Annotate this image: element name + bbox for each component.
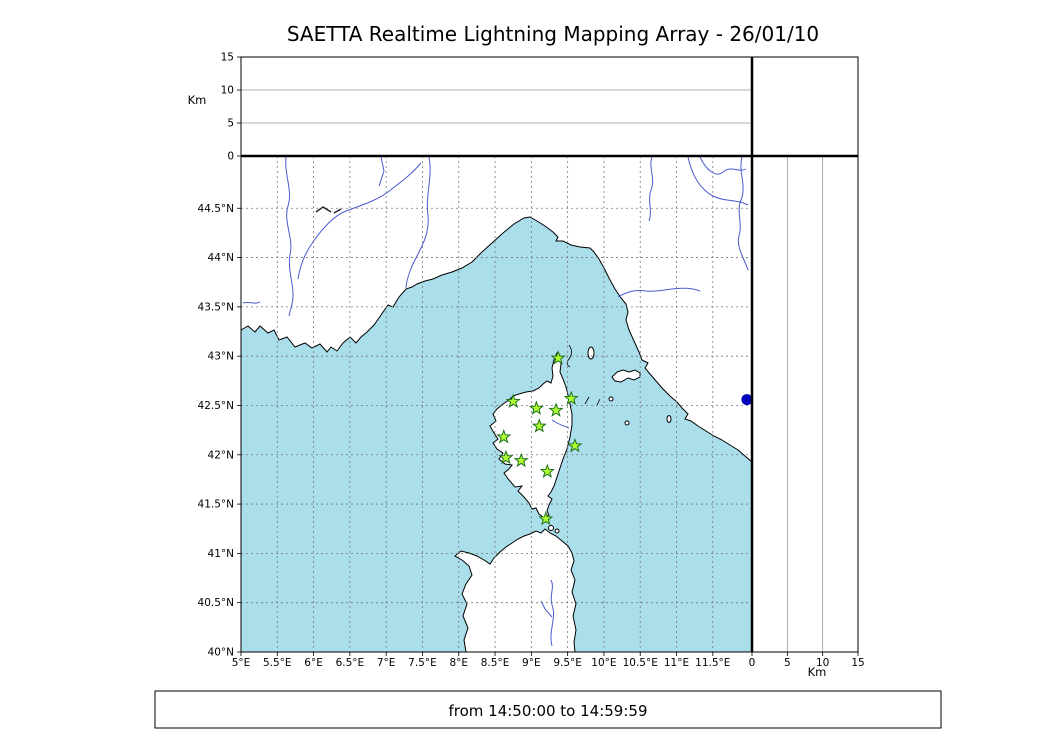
lat-tick-label: 40.5°N	[198, 597, 234, 609]
time-range-label: from 14:50:00 to 14:59:59	[448, 702, 647, 720]
lon-tick-label: 10°E	[591, 657, 616, 669]
river-alp	[378, 156, 385, 187]
altitude-unit-label-right: Km	[808, 665, 827, 679]
station-marker	[548, 402, 564, 417]
event-markers	[741, 394, 753, 406]
altitude-lat-panel-bg	[752, 156, 858, 652]
lat-tick-label: 42.5°N	[198, 400, 234, 412]
islet-mark-2	[596, 398, 601, 406]
altitude-lon-gridlines	[241, 89, 752, 124]
alt-tick-label: 0	[227, 151, 234, 163]
panel-borders	[240, 56, 859, 653]
altitude-lon-panel	[241, 57, 752, 156]
alt-tick-label: 5	[784, 657, 791, 669]
islet-mark	[584, 396, 590, 405]
sardinia-coast	[454, 528, 577, 653]
elba-island	[611, 369, 641, 383]
mainland-coast	[240, 155, 753, 464]
station-marker	[550, 350, 566, 365]
lon-tick-label: 8.5°E	[481, 657, 510, 669]
time-range-box: from 14:50:00 to 14:59:59	[154, 690, 942, 729]
station-marker	[496, 429, 512, 444]
map-gridlines	[240, 156, 752, 653]
maddalena-island-2	[554, 528, 560, 534]
altitude-unit-label-top: Km	[188, 93, 207, 107]
river-rhone	[285, 156, 294, 317]
lon-tick-label: 9.5°E	[553, 657, 582, 669]
lon-tick-label: 7.5°E	[408, 657, 437, 669]
coast-details	[566, 344, 601, 406]
river-durance	[297, 162, 422, 280]
river-var	[405, 156, 431, 289]
page-title: SAETTA Realtime Lightning Mapping Array …	[287, 22, 819, 46]
lon-tick-label: 11°E	[664, 657, 689, 669]
station-marker	[528, 400, 544, 415]
altitude-lon-panel-bg	[241, 57, 752, 156]
lake-mark	[333, 208, 342, 214]
river-po-1	[699, 156, 747, 175]
alt-tick-label: 5	[227, 118, 234, 130]
altitude-lat-gridlines	[786, 156, 824, 652]
alt-tick-label: 15	[221, 52, 234, 64]
river-arno	[617, 287, 701, 298]
cap-corse-detail	[566, 344, 572, 368]
station-marker	[531, 418, 547, 433]
alt-tick-label: 10	[816, 657, 829, 669]
station-marker	[563, 390, 579, 405]
lat-tick-label: 40°N	[208, 647, 234, 659]
lat-tick-label: 43.5°N	[198, 301, 234, 313]
lon-tick-label: 11.5°E	[695, 657, 730, 669]
lon-tick-label: 10.5°E	[623, 657, 658, 669]
station-marker	[567, 437, 583, 453]
lakes-layer	[315, 206, 342, 214]
lon-tick-label: 5.5°E	[263, 657, 292, 669]
lon-tick-label: 5°E	[232, 657, 251, 669]
tick-marks	[237, 56, 859, 656]
montecristo-island	[624, 420, 630, 426]
time-range-border	[154, 690, 942, 729]
station-marker	[505, 393, 521, 408]
lon-tick-label: 9°E	[522, 657, 541, 669]
capraia-island	[587, 346, 595, 360]
tick-labels: 5°E 5.5°E 6°E 6.5°E 7°E 7.5°E 8°E 8.5°E 9°E 9.5°E…	[198, 52, 865, 670]
corner-panel-bg	[752, 57, 858, 156]
lon-tick-label: 8°E	[449, 657, 468, 669]
giglio-island	[666, 415, 672, 423]
river-sardinia	[540, 579, 555, 647]
lon-tick-label: 7°E	[377, 657, 396, 669]
lon-tick-label: 6.5°E	[336, 657, 365, 669]
alt-tick-label: 10	[221, 85, 234, 97]
altitude-lat-panel	[752, 57, 858, 652]
lat-tick-label: 42°N	[208, 449, 234, 461]
lat-tick-label: 41°N	[208, 548, 234, 560]
pianosa-island	[608, 396, 614, 402]
river-italy	[648, 156, 654, 222]
alt-tick-label: 15	[851, 657, 864, 669]
station-marker	[539, 463, 555, 478]
station-marker	[498, 449, 514, 465]
maddalena-island	[548, 525, 554, 531]
alt-tick-label: 0	[749, 657, 756, 669]
station-marker	[513, 452, 529, 468]
event-dot	[741, 394, 753, 406]
lat-tick-label: 44°N	[208, 252, 234, 264]
lat-tick-label: 44.5°N	[198, 203, 234, 215]
rivers-layer	[242, 156, 749, 647]
station-markers	[496, 350, 583, 526]
river-tiber	[737, 156, 749, 271]
lat-tick-label: 41.5°N	[198, 499, 234, 511]
river-left	[242, 301, 261, 304]
station-marker	[538, 510, 554, 526]
lon-tick-label: 6°E	[304, 657, 323, 669]
lat-tick-label: 43°N	[208, 351, 234, 363]
lake-serre-poncon	[315, 206, 332, 213]
